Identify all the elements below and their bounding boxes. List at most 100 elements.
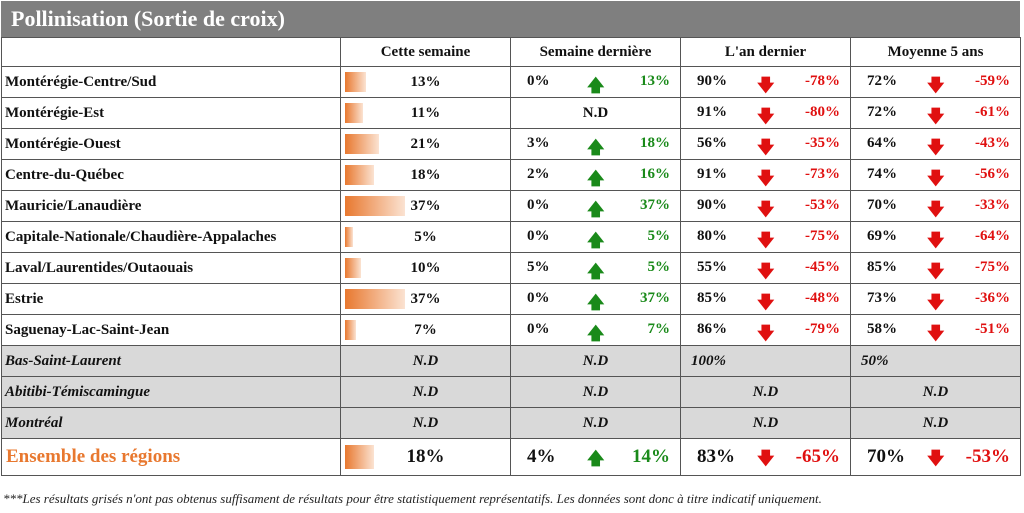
this-week-cell: N.D xyxy=(340,376,511,408)
arrow-down-icon: 🡇 xyxy=(927,324,945,343)
last-year-value: 56% xyxy=(697,135,727,151)
last-year-cell: N.D xyxy=(680,407,851,439)
this-week-bar xyxy=(345,258,362,278)
last-year-diff: -73% xyxy=(805,166,840,182)
last-year-diff: -78% xyxy=(805,73,840,89)
arrow-down-icon: 🡇 xyxy=(927,449,945,468)
last-year-value: 85% xyxy=(697,290,727,306)
last-week-cell: N.D xyxy=(510,376,681,408)
last-week-cell: 4% 🡅 14% xyxy=(510,438,681,476)
table-row: Capitale-Nationale/Chaudière-Appalaches … xyxy=(1,221,1021,253)
last-week-cell: 3% 🡅 18% xyxy=(510,128,681,160)
last-week-cell: N.D xyxy=(510,97,681,129)
last-year-diff: -75% xyxy=(805,228,840,244)
table-row-insufficient: Montréal N.D N.D N.D N.D xyxy=(1,407,1021,439)
last-week-value: 0% xyxy=(527,321,550,337)
five-year-avg-diff: -36% xyxy=(975,290,1010,306)
this-week-bar xyxy=(345,320,357,340)
this-week-bar xyxy=(345,445,375,469)
arrow-down-icon: 🡇 xyxy=(927,76,945,95)
last-week-value: 2% xyxy=(527,166,550,182)
table-row: Montérégie-Est 11% N.D 91% 🡇 -80% 72% 🡇 … xyxy=(1,97,1021,129)
five-year-avg-cell: 70% 🡇 -53% xyxy=(850,438,1021,476)
arrow-down-icon: 🡇 xyxy=(757,138,775,157)
this-week-value: 7% xyxy=(414,321,437,338)
last-year-cell: 90% 🡇 -78% xyxy=(680,66,851,98)
this-week-cell: 11% xyxy=(340,97,511,129)
last-week-cell: 2% 🡅 16% xyxy=(510,159,681,191)
arrow-down-icon: 🡇 xyxy=(927,293,945,312)
arrow-down-icon: 🡇 xyxy=(757,293,775,312)
header-this-week: Cette semaine xyxy=(340,37,511,67)
last-year-cell: 91% 🡇 -80% xyxy=(680,97,851,129)
this-week-value: 37% xyxy=(410,197,441,214)
this-week-value: 11% xyxy=(410,104,441,121)
region-name: Estrie xyxy=(1,283,341,315)
arrow-up-icon: 🡅 xyxy=(587,293,605,312)
five-year-avg-cell: 64% 🡇 -43% xyxy=(850,128,1021,160)
five-year-avg-diff: -64% xyxy=(975,228,1010,244)
five-year-avg-diff: -33% xyxy=(975,197,1010,213)
five-year-avg-cell: N.D xyxy=(850,376,1021,408)
five-year-avg-diff: -56% xyxy=(975,166,1010,182)
arrow-down-icon: 🡇 xyxy=(927,138,945,157)
five-year-avg-cell: 50% xyxy=(850,345,1021,377)
region-name: Mauricie/Lanaudière xyxy=(1,190,341,222)
arrow-up-icon: 🡅 xyxy=(587,200,605,219)
this-week-cell: 18% xyxy=(340,438,511,476)
last-year-diff: -53% xyxy=(805,197,840,213)
five-year-avg-cell: 72% 🡇 -59% xyxy=(850,66,1021,98)
total-row: Ensemble des régions 18% 4% 🡅 14% 83% 🡇 … xyxy=(1,438,1021,476)
five-year-avg-cell: 70% 🡇 -33% xyxy=(850,190,1021,222)
arrow-up-icon: 🡅 xyxy=(587,324,605,343)
last-year-cell: 100% xyxy=(680,345,851,377)
arrow-down-icon: 🡇 xyxy=(757,169,775,188)
last-year-value: 90% xyxy=(697,197,727,213)
region-name: Montréal xyxy=(1,407,341,439)
this-week-bar xyxy=(345,196,405,216)
last-week-cell: 0% 🡅 5% xyxy=(510,221,681,253)
five-year-avg-diff: -43% xyxy=(975,135,1010,151)
last-year-cell: 86% 🡇 -79% xyxy=(680,314,851,346)
last-year-cell: 83% 🡇 -65% xyxy=(680,438,851,476)
last-year-diff: -45% xyxy=(805,259,840,275)
last-year-diff: -80% xyxy=(805,104,840,120)
arrow-up-icon: 🡅 xyxy=(587,262,605,281)
this-week-value: 18% xyxy=(410,166,441,183)
five-year-avg-value: 70% xyxy=(867,446,905,467)
this-week-value: 21% xyxy=(410,135,441,152)
five-year-avg-cell: 73% 🡇 -36% xyxy=(850,283,1021,315)
five-year-avg-value: 73% xyxy=(867,290,897,306)
last-week-value: 4% xyxy=(527,446,556,467)
last-year-value: 86% xyxy=(697,321,727,337)
this-week-cell: 37% xyxy=(340,283,511,315)
arrow-down-icon: 🡇 xyxy=(927,169,945,188)
last-year-diff: -65% xyxy=(795,446,840,467)
last-week-cell: 0% 🡅 37% xyxy=(510,190,681,222)
arrow-up-icon: 🡅 xyxy=(587,169,605,188)
arrow-down-icon: 🡇 xyxy=(757,76,775,95)
region-name: Saguenay-Lac-Saint-Jean xyxy=(1,314,341,346)
last-week-diff: 16% xyxy=(640,166,670,182)
arrow-up-icon: 🡅 xyxy=(587,76,605,95)
five-year-avg-cell: N.D xyxy=(850,407,1021,439)
table-row: Centre-du-Québec 18% 2% 🡅 16% 91% 🡇 -73%… xyxy=(1,159,1021,191)
arrow-down-icon: 🡇 xyxy=(927,200,945,219)
this-week-cell: 13% xyxy=(340,66,511,98)
header-region xyxy=(1,37,341,67)
this-week-bar xyxy=(345,289,405,309)
arrow-down-icon: 🡇 xyxy=(757,449,775,468)
last-week-diff: 13% xyxy=(640,73,670,89)
region-name: Bas-Saint-Laurent xyxy=(1,345,341,377)
last-week-diff: 5% xyxy=(647,228,671,244)
last-year-cell: N.D xyxy=(680,376,851,408)
arrow-down-icon: 🡇 xyxy=(757,231,775,250)
table-row-insufficient: Bas-Saint-Laurent N.D N.D 100% 50% xyxy=(1,345,1021,377)
this-week-cell: 21% xyxy=(340,128,511,160)
this-week-bar xyxy=(345,165,375,185)
five-year-avg-cell: 58% 🡇 -51% xyxy=(850,314,1021,346)
this-week-cell: 5% xyxy=(340,221,511,253)
last-year-cell: 80% 🡇 -75% xyxy=(680,221,851,253)
last-year-diff: -35% xyxy=(805,135,840,151)
this-week-bar xyxy=(345,103,363,123)
